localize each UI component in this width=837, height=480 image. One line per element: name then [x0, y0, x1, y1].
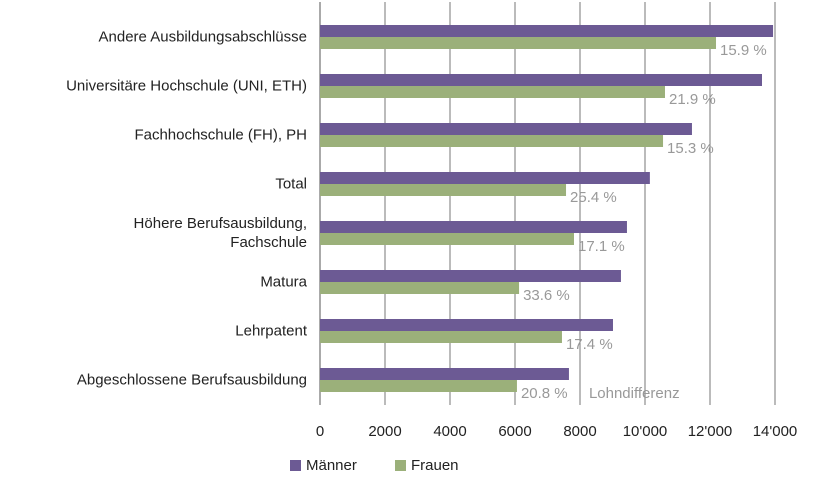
- difference-label: 25.4 %: [570, 189, 617, 206]
- difference-label: 17.1 %: [578, 238, 625, 255]
- category-label: Andere Ausbildungsabschlüsse: [98, 28, 307, 46]
- bar: [320, 37, 717, 49]
- bar: [320, 270, 621, 282]
- category-label: Matura: [260, 273, 307, 291]
- difference-label: 15.3 %: [667, 140, 714, 157]
- x-tick-label: 0: [316, 423, 324, 440]
- bar: [320, 25, 774, 37]
- x-tick-label: 6000: [498, 423, 531, 440]
- bar: [320, 123, 692, 135]
- difference-label: 21.9 %: [669, 91, 716, 108]
- legend-label: Frauen: [411, 457, 459, 474]
- difference-label: 15.9 %: [720, 42, 767, 59]
- bar: [320, 233, 574, 245]
- legend-swatch: [290, 460, 301, 471]
- difference-label: 20.8 %: [521, 385, 568, 402]
- x-tick-label: 12'000: [688, 423, 733, 440]
- category-label: Universitäre Hochschule (UNI, ETH): [66, 77, 307, 95]
- x-tick-label: 14'000: [753, 423, 798, 440]
- difference-label: 17.4 %: [566, 336, 613, 353]
- bar: [320, 331, 562, 343]
- bar: [320, 282, 520, 294]
- x-tick-label: 8000: [563, 423, 596, 440]
- category-label: Total: [275, 175, 307, 193]
- category-label: Höhere Berufsausbildung, Fachschule: [133, 215, 307, 251]
- category-label: Lehrpatent: [235, 322, 307, 340]
- bar: [320, 319, 613, 331]
- x-tick-label: 4000: [433, 423, 466, 440]
- category-label: Fachhochschule (FH), PH: [134, 126, 307, 144]
- x-tick-label: 10'000: [623, 423, 668, 440]
- legend-label: Männer: [306, 457, 357, 474]
- bar: [320, 368, 569, 380]
- bar: [320, 172, 650, 184]
- bar: [320, 380, 517, 392]
- x-tick-label: 2000: [368, 423, 401, 440]
- difference-label: 33.6 %: [523, 287, 570, 304]
- difference-name: Lohndifferenz: [589, 385, 680, 402]
- bar: [320, 221, 627, 233]
- legend-swatch: [395, 460, 406, 471]
- category-label: Abgeschlossene Berufsausbildung: [76, 371, 307, 389]
- bar: [320, 74, 762, 86]
- bar: [320, 86, 665, 98]
- bar: [320, 184, 567, 196]
- bar: [320, 135, 664, 147]
